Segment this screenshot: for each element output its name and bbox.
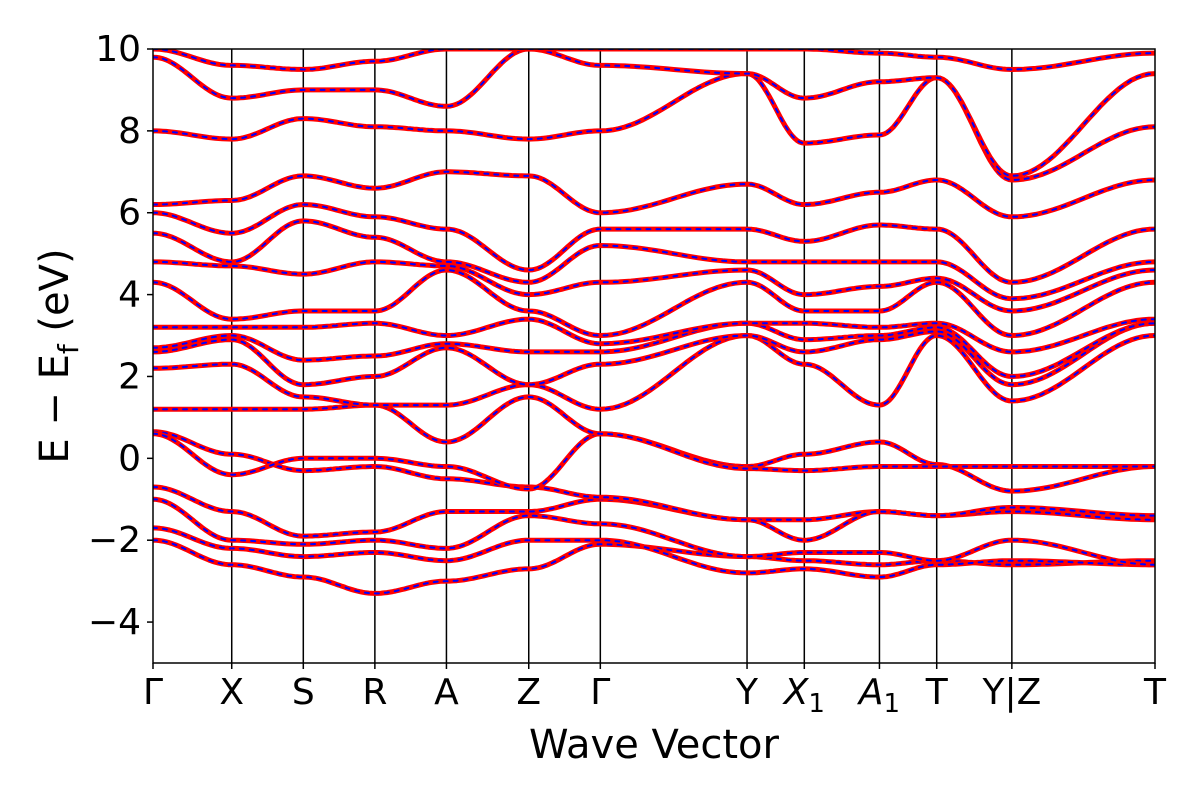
- x-tick-label: T: [1143, 672, 1167, 713]
- band-curve: [153, 429, 1155, 543]
- y-tick-label: 10: [95, 29, 141, 70]
- x-tick-label: Y: [735, 672, 759, 713]
- band-curve: [153, 320, 1155, 379]
- x-tick-label: A: [434, 672, 459, 713]
- band-curve-dashed: [153, 334, 1155, 411]
- band-curve-dashed: [153, 498, 1155, 566]
- x-tick-label: R: [362, 672, 387, 713]
- y-tick-label: 4: [118, 275, 141, 316]
- x-tick-label: X: [219, 672, 244, 713]
- plot-frame: [152, 48, 1156, 664]
- band-curve-dashed: [153, 322, 1155, 386]
- x-tick-label: S: [292, 672, 315, 713]
- x-tick-label: Γ: [143, 672, 163, 713]
- band-curve-dashed: [153, 395, 1155, 472]
- y-tick-label: 0: [118, 438, 141, 479]
- band-curve-dashed: [153, 203, 1155, 284]
- y-axis-title-main: E − E: [32, 354, 78, 464]
- y-tick-label: −2: [88, 520, 141, 561]
- x-tick-label: T: [925, 672, 949, 713]
- band-curve-dashed: [153, 49, 1155, 71]
- x-tick-label: Γ: [590, 672, 610, 713]
- y-tick-label: 6: [118, 193, 141, 234]
- band-curve-dashed: [153, 432, 1155, 493]
- band-lines: [153, 49, 1155, 596]
- x-tick-label: X1: [782, 672, 825, 719]
- x-tick-label: A1: [857, 672, 900, 719]
- y-tick-label: 8: [118, 111, 141, 152]
- y-axis-title-subscript: f: [52, 343, 85, 354]
- y-axis-ticks: −4 −2 0 2 4 6 8 10: [88, 29, 153, 643]
- band-curve-dashed: [153, 49, 1155, 177]
- band-curve-dashed: [153, 260, 1155, 312]
- y-axis-title-unit: (eV): [32, 248, 78, 344]
- band-curve-dashed: [153, 526, 1155, 578]
- y-axis-title: E − Ef (eV): [32, 248, 85, 463]
- band-curve-dashed: [153, 318, 1155, 353]
- x-tick-label: Z: [516, 672, 541, 713]
- y-tick-label: 2: [118, 356, 141, 397]
- band-curve-dashed: [153, 170, 1155, 218]
- band-curve-dashed: [153, 72, 1155, 181]
- x-tick-label: Y|Z: [981, 672, 1041, 713]
- x-axis-title: Wave Vector: [529, 722, 780, 768]
- band-curve-dashed: [153, 269, 1155, 337]
- y-tick-label: −4: [88, 602, 141, 643]
- x-axis-ticks: Γ X S R A Z Γ Y X1 A1 T Y|Z T: [143, 663, 1167, 719]
- band-curve-dashed: [153, 219, 1155, 300]
